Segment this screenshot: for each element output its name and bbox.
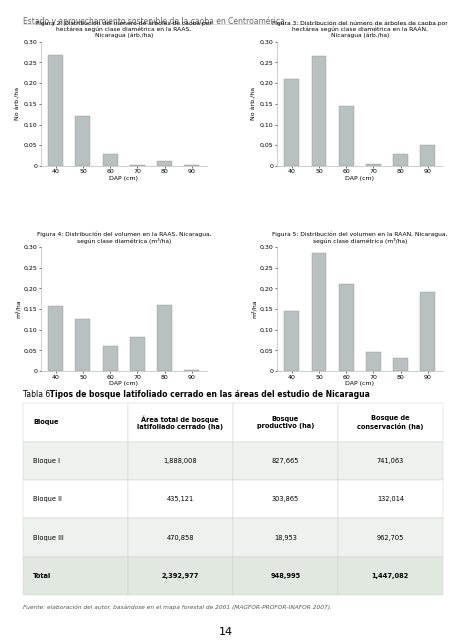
Bar <box>184 370 199 371</box>
Bar <box>338 106 353 166</box>
Bar <box>311 253 326 371</box>
Bar <box>392 154 407 166</box>
Bar <box>129 164 145 166</box>
Bar <box>102 154 117 166</box>
Bar <box>338 284 353 371</box>
X-axis label: DAP (cm): DAP (cm) <box>345 176 373 181</box>
Bar <box>284 79 299 166</box>
Bar <box>419 292 434 371</box>
Text: Tabla 6:: Tabla 6: <box>23 390 52 399</box>
Bar <box>129 337 145 371</box>
Bar <box>157 305 172 371</box>
Text: Figura 3: Distribución del número de árboles de caoba por
hectárea según clase d: Figura 3: Distribución del número de árb… <box>272 20 447 38</box>
Bar <box>419 145 434 166</box>
Text: Fuente: elaboración del autor, basándose en el mapa forestal de 2001 (MAGFOR-PRO: Fuente: elaboración del autor, basándose… <box>23 605 331 611</box>
Text: Figura 4: Distribución del volumen en la RAAS, Nicaragua,
según clase diamétrica: Figura 4: Distribución del volumen en la… <box>37 231 211 244</box>
Text: Tipos de bosque latifoliado cerrado en las áreas del estudio de Nicaragua: Tipos de bosque latifoliado cerrado en l… <box>47 390 369 399</box>
Text: Estado y aprovechamiento sostenible de la caoba en Centroamérica: Estado y aprovechamiento sostenible de l… <box>23 16 284 26</box>
X-axis label: DAP (cm): DAP (cm) <box>109 381 138 386</box>
Text: 14: 14 <box>218 627 233 637</box>
Y-axis label: m³/ha: m³/ha <box>15 300 21 318</box>
Bar <box>184 165 199 166</box>
Bar <box>365 352 380 371</box>
Y-axis label: No árb./ha: No árb./ha <box>16 87 21 120</box>
Bar <box>284 311 299 371</box>
Bar <box>311 56 326 166</box>
X-axis label: DAP (cm): DAP (cm) <box>345 381 373 386</box>
Bar <box>75 319 90 371</box>
Bar <box>48 55 63 166</box>
Y-axis label: No árb./ha: No árb./ha <box>251 87 256 120</box>
Text: Figura 2: Distribución del número de árboles de caoba por
hectárea según clase d: Figura 2: Distribución del número de árb… <box>36 20 211 38</box>
X-axis label: DAP (cm): DAP (cm) <box>109 176 138 181</box>
Bar <box>75 116 90 166</box>
Bar <box>157 161 172 166</box>
Bar <box>48 306 63 371</box>
Bar <box>365 164 380 166</box>
Bar <box>102 346 117 371</box>
Y-axis label: m³/ha: m³/ha <box>251 300 256 318</box>
Text: Figura 5: Distribución del volumen en la RAAN, Nicaragua,
según clase diamétrica: Figura 5: Distribución del volumen en la… <box>272 231 446 244</box>
Bar <box>392 358 407 371</box>
